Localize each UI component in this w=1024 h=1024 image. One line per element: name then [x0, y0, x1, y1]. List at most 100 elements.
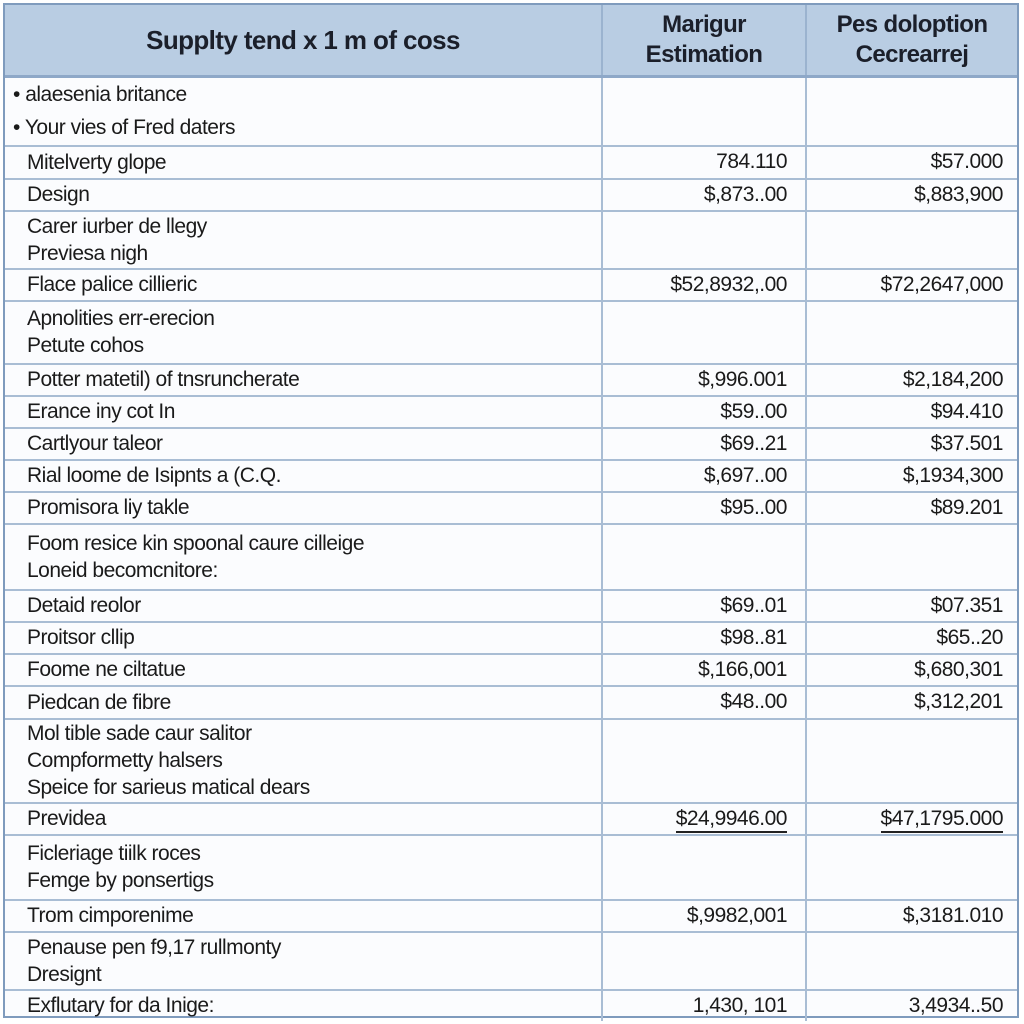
table-row: Ficleriage tiilk roces Femge by ponsertig…	[5, 833, 1017, 900]
estimation-value: $52,8932,.00	[670, 272, 787, 296]
decrease-cell: $37.501	[806, 426, 1017, 460]
table-row: Potter matetil) of tnsruncherate $,996.00…	[5, 362, 1017, 396]
table-row: Foome ne ciltatue $,166,001 $,680,301	[5, 652, 1017, 686]
row-label-line: Previdea	[27, 807, 106, 830]
table-row: Mitelverty glope 784.110 $57.000	[5, 144, 1017, 179]
row-label-cell: Mol tible sade caur salitor Compformetty …	[5, 717, 603, 803]
decrease-value: 3,4934..50	[908, 993, 1004, 1017]
estimation-cell	[602, 717, 807, 803]
cost-table-container: Supplty tend x 1 m of coss Marigur Estim…	[3, 3, 1019, 1021]
row-label-line: Promisora liy takle	[27, 496, 190, 519]
table-row: Flace palice cillieric $52,8932,.00 $72,26…	[5, 267, 1017, 301]
table-row: Rial loome de Isipnts a (C.Q. $,697..00 $,…	[5, 458, 1017, 492]
header-estimation-line2: Estimation	[645, 41, 763, 68]
estimation-cell	[602, 522, 807, 590]
row-label-line: Penause pen f9,17 rullmonty	[27, 935, 281, 959]
decrease-cell: 3,4934..50	[806, 988, 1017, 1021]
decrease-cell	[806, 522, 1017, 590]
estimation-value: $69..01	[720, 593, 787, 617]
decrease-cell: $89.201	[806, 490, 1017, 524]
row-label-line: Cartlyour taleor	[27, 432, 163, 455]
estimation-value: $69..21	[720, 431, 787, 455]
row-label-cell: Erance iny cot In	[5, 394, 603, 428]
row-label-line: Loneid becomcnitore:	[27, 558, 218, 582]
table-row: Erance iny cot In $59..00 $94.410	[5, 394, 1017, 428]
table-row: Proitsor cllip $98..81 $65..20	[5, 620, 1017, 654]
row-label-line: Previesa nigh	[27, 241, 148, 265]
header-decrease-line1: Pes doloption	[836, 11, 988, 38]
table-row: Trom cimporenime $,9982,001 $,3181.010	[5, 898, 1017, 932]
decrease-value: $2,184,200	[902, 367, 1004, 391]
table-row: Penause pen f9,17 rullmonty Dresignt	[5, 930, 1017, 990]
table-row: Foom resice kin spoonal caure cilleige Lo…	[5, 522, 1017, 590]
decrease-cell: $65..20	[806, 620, 1017, 654]
decrease-cell: $,883,900	[806, 177, 1017, 211]
table-header-row: Supplty tend x 1 m of coss Marigur Estim…	[5, 5, 1017, 78]
row-label-cell: Previdea	[5, 801, 603, 835]
row-label-cell: Rial loome de Isipnts a (C.Q.	[5, 458, 603, 492]
decrease-cell: $07.351	[806, 588, 1017, 622]
decrease-cell: $,312,201	[806, 684, 1017, 719]
estimation-value: $48..00	[720, 690, 787, 713]
row-label-line: Rial loome de Isipnts a (C.Q.	[27, 464, 281, 487]
decrease-cell	[806, 833, 1017, 900]
table-row: Previdea $24,9946.00 $47,1795.000	[5, 801, 1017, 835]
row-label-cell: Penause pen f9,17 rullmonty Dresignt	[5, 930, 603, 990]
table-row: Design $,873..00 $,883,900	[5, 177, 1017, 211]
row-label-line: Dresignt	[27, 962, 102, 986]
decrease-value: $65..20	[936, 625, 1003, 649]
header-estimation: Marigur Estimation	[602, 5, 807, 78]
decrease-cell: $2,184,200	[806, 362, 1017, 396]
table-row: Piedcan de fibre $48..00 $,312,201	[5, 684, 1017, 719]
row-label-line: Foom resice kin spoonal caure cilleige	[27, 531, 365, 555]
decrease-cell	[806, 930, 1017, 990]
decrease-cell	[806, 209, 1017, 269]
decrease-cell: $,1934,300	[806, 458, 1017, 492]
row-label-line: Apnolities err-erecion	[27, 307, 215, 330]
row-label-line: Foome ne ciltatue	[27, 658, 186, 681]
decrease-cell	[806, 299, 1017, 364]
decrease-cell: $72,2647,000	[806, 267, 1017, 301]
estimation-value: 784.110	[716, 150, 787, 173]
row-label-line: Exflutary for da Inige:	[27, 994, 214, 1017]
estimation-cell	[602, 75, 807, 146]
estimation-value: $59..00	[720, 399, 787, 423]
row-label-cell: Mitelverty glope	[5, 144, 603, 179]
estimation-cell: $24,9946.00	[602, 801, 807, 835]
row-label-cell: Foome ne ciltatue	[5, 652, 603, 686]
table-row: Detaid reolor $69..01 $07.351	[5, 588, 1017, 622]
table-row: Apnolities err-erecion Petute cohos	[5, 299, 1017, 364]
row-label-cell: Foom resice kin spoonal caure cilleige Lo…	[5, 522, 603, 590]
decrease-cell: $,3181.010	[806, 898, 1017, 932]
row-label-line: Femge by ponsertigs	[27, 869, 214, 892]
header-estimation-line1: Marigur	[662, 11, 746, 38]
row-label-line: Compformetty halsers	[27, 749, 223, 772]
row-label-cell: Carer iurber de llegy Previesa nigh	[5, 209, 603, 269]
row-label-line: Mitelverty glope	[27, 150, 167, 174]
header-item: Supplty tend x 1 m of coss	[5, 5, 603, 78]
table-row: Carer iurber de llegy Previesa nigh	[5, 209, 1017, 269]
row-label-line: Proitsor cllip	[27, 626, 135, 649]
estimation-cell: $69..01	[602, 588, 807, 622]
estimation-cell	[602, 930, 807, 990]
estimation-cell	[602, 299, 807, 364]
row-label-cell: Proitsor cllip	[5, 620, 603, 654]
header-decrease-line2: Cecrearrej	[855, 41, 969, 68]
estimation-value: $98..81	[720, 625, 787, 649]
estimation-cell: $48..00	[602, 684, 807, 719]
estimation-value: $,9982,001	[686, 903, 788, 927]
row-label-cell: Ficleriage tiilk roces Femge by ponsertig…	[5, 833, 603, 900]
estimation-cell: $,9982,001	[602, 898, 807, 932]
decrease-value: $,312,201	[914, 690, 1003, 713]
row-label-line: Speice for sarieus matical dears	[27, 776, 310, 799]
table-row: Cartlyour taleor $69..21 $37.501	[5, 426, 1017, 460]
row-label-line: Carer iurber de llegy	[27, 214, 207, 238]
bullet-item: Your vies of Fred daters	[13, 111, 595, 144]
row-label-line: Piedcan de fibre	[27, 690, 171, 714]
decrease-value: $89.201	[930, 495, 1004, 519]
row-label-cell: Flace palice cillieric	[5, 267, 603, 301]
decrease-cell: $57.000	[806, 144, 1017, 179]
row-label-cell: Design	[5, 177, 603, 211]
row-label-line: Petute cohos	[27, 334, 144, 357]
estimation-cell	[602, 833, 807, 900]
